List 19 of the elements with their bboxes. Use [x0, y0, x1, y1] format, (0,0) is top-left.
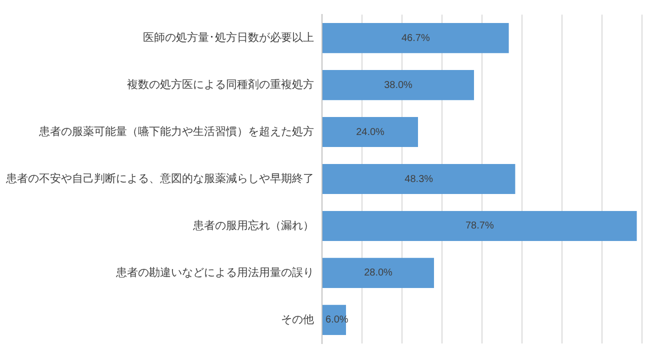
data-label: 24.0% — [356, 126, 385, 138]
bar — [322, 164, 516, 194]
y-tick-label: 患者の服薬可能量（嚥下能力や生活習慣）を超えた処方 — [38, 124, 314, 138]
bar — [322, 117, 418, 148]
bar — [322, 258, 434, 288]
y-tick-label: 患者の服用忘れ（漏れ） — [192, 218, 314, 232]
y-tick-label: 患者の不安や自己判断による、意図的な服薬減らしや早期終了 — [5, 172, 314, 185]
y-tick-label: 複数の処方医による同種剤の重複処方 — [127, 78, 314, 91]
y-tick-label: 医師の処方量･処方日数が必要以上 — [143, 30, 314, 44]
bar — [322, 210, 637, 242]
y-tick-label: その他 — [281, 312, 314, 326]
bar — [322, 70, 474, 100]
data-label: 46.7% — [401, 32, 430, 44]
data-label: 38.0% — [384, 80, 413, 91]
bar — [322, 23, 509, 54]
y-tick-label: 患者の勘違いなどによる用法用量の誤り — [115, 266, 314, 279]
data-label: 28.0% — [364, 268, 393, 279]
data-label: 78.7% — [465, 220, 494, 232]
data-label: 48.3% — [404, 174, 434, 185]
